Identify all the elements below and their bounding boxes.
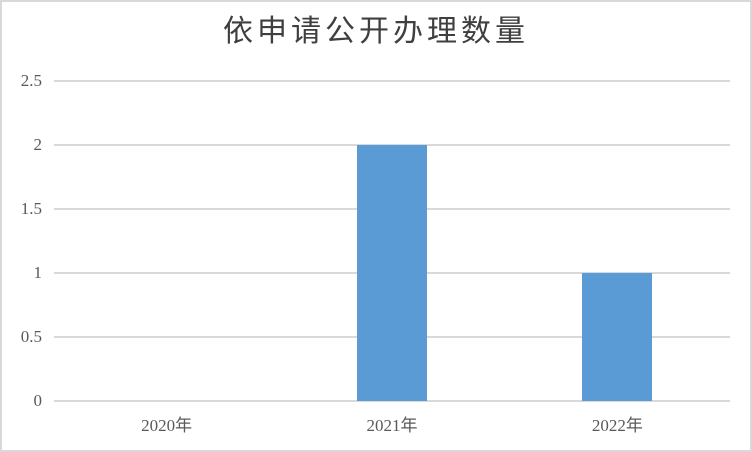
bar-2022年	[582, 273, 653, 401]
y-axis-tick-label: 0.5	[20, 327, 42, 346]
y-axis-tick-label: 0	[33, 391, 43, 410]
x-axis-label: 2020年	[141, 416, 193, 435]
y-axis-tick-label: 1.5	[20, 199, 42, 218]
y-axis-tick-label: 2.5	[20, 71, 42, 90]
bar-2021年	[357, 145, 427, 401]
y-axis: 0 0.5 1 1.5 2 2.5	[2, 71, 43, 410]
y-axis-tick-label: 2	[33, 135, 43, 154]
x-axis-label: 2021年	[366, 416, 418, 435]
x-axis: 2020年 2021年 2022年	[54, 413, 730, 439]
y-axis-tick-label: 1	[33, 263, 43, 282]
x-axis-label: 2022年	[591, 416, 643, 435]
chart-title: 依申请公开办理数量	[223, 15, 529, 48]
plot-area	[54, 80, 730, 402]
gridline	[54, 400, 730, 402]
gridline	[54, 80, 730, 82]
